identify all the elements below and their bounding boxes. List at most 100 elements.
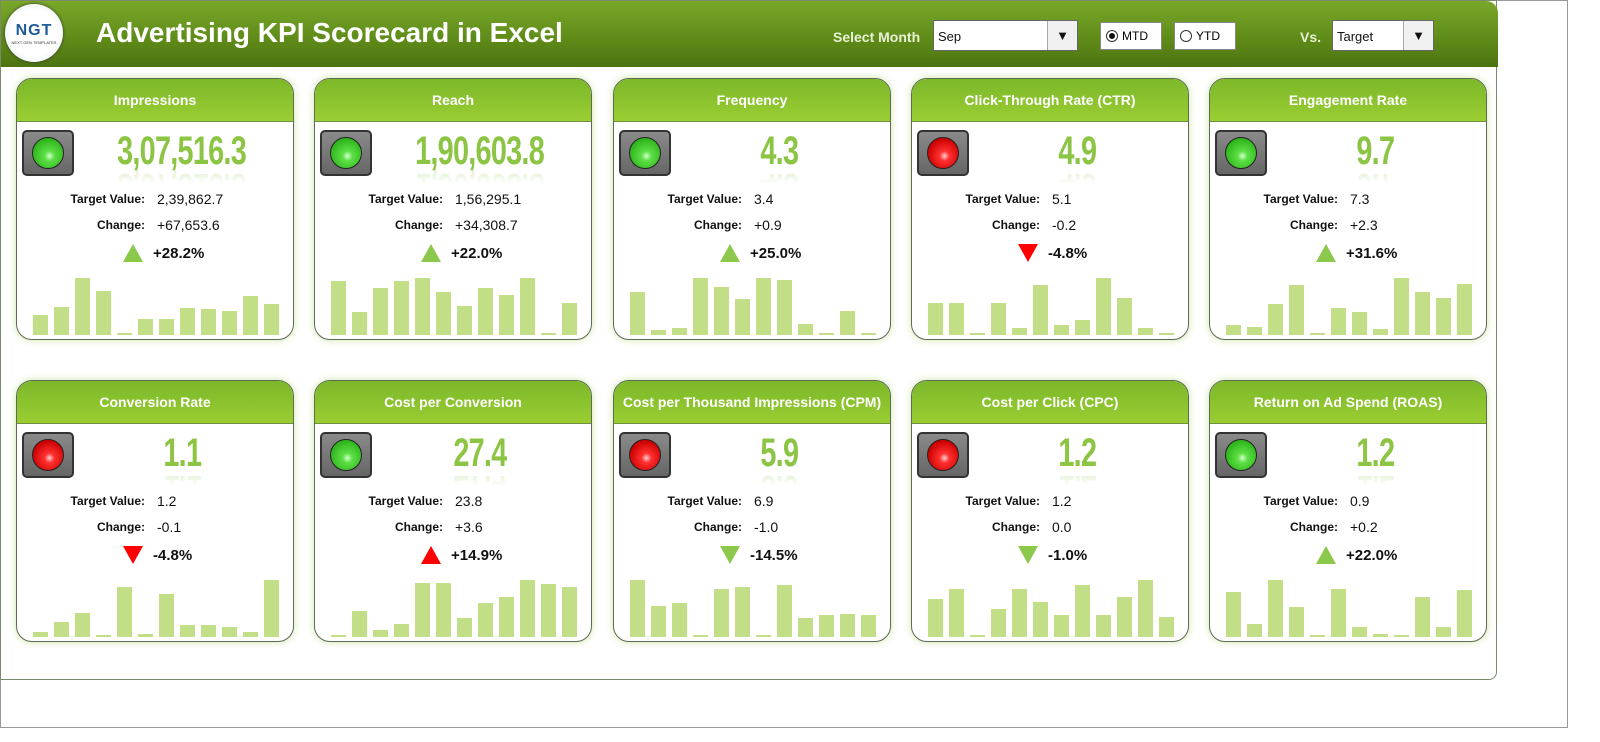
kpi-title: Frequency xyxy=(614,79,890,122)
change-percent: +31.6% xyxy=(1346,245,1398,262)
sparkline-bar xyxy=(1289,606,1304,637)
kpi-title: Return on Ad Spend (ROAS) xyxy=(1210,381,1486,424)
sparkline-bar xyxy=(1138,327,1153,335)
sparkline-bar xyxy=(1310,333,1325,335)
sparkline-bar xyxy=(1033,285,1048,335)
trend-sparkline xyxy=(33,577,279,637)
comparison-value: Target xyxy=(1337,29,1374,44)
sparkline-bar xyxy=(1436,626,1451,637)
target-value: 6.9 xyxy=(754,493,774,509)
kpi-value: 1.1 xyxy=(163,431,202,475)
kpi-card: Return on Ad Spend (ROAS) 1.2 Target Val… xyxy=(1209,380,1487,642)
sparkline-bar xyxy=(243,296,258,335)
sparkline-bar xyxy=(777,584,792,637)
red-light-icon xyxy=(927,137,959,169)
sparkline-bar xyxy=(1247,623,1262,637)
arrow-up-icon xyxy=(123,244,143,262)
sparkline-bar xyxy=(1415,597,1430,637)
sparkline-bar xyxy=(672,328,687,335)
kpi-value: 3,07,516.3 xyxy=(117,129,248,173)
kpi-value-wrap: 1.1 xyxy=(77,431,287,476)
sparkline-bar xyxy=(1289,284,1304,335)
change-value: -0.2 xyxy=(1052,217,1077,233)
trend-sparkline xyxy=(630,275,876,335)
arrow-up-icon xyxy=(1316,546,1336,564)
sparkline-bar xyxy=(1096,614,1111,637)
sparkline-bar xyxy=(840,311,855,335)
sparkline-bar xyxy=(478,602,493,637)
sparkline-bar xyxy=(1373,634,1388,637)
change-value: -0.1 xyxy=(157,519,182,535)
target-value: 3.4 xyxy=(754,191,774,207)
kpi-value: 1.2 xyxy=(1058,431,1097,475)
kpi-card: Reach 1,90,603.8 Target Value: 1,56,295.… xyxy=(314,78,592,340)
change-label: Change: xyxy=(395,218,443,232)
target-value: 2,39,862.7 xyxy=(157,191,224,207)
sparkline-bar xyxy=(180,308,195,335)
chevron-down-icon[interactable]: ▼ xyxy=(1047,21,1077,50)
sparkline-bar xyxy=(693,278,708,335)
target-label: Target Value: xyxy=(368,192,443,206)
kpi-value: 4.9 xyxy=(1058,129,1097,173)
header-bar: NGT NEXT GEN TEMPLATES Advertising KPI Sc… xyxy=(1,1,1498,67)
sparkline-bar xyxy=(1054,614,1069,637)
sparkline-bar xyxy=(201,625,216,637)
change-label: Change: xyxy=(992,520,1040,534)
change-label: Change: xyxy=(1290,218,1338,232)
change-label: Change: xyxy=(1290,520,1338,534)
sparkline-bar xyxy=(798,323,813,335)
sparkline-bar xyxy=(861,615,876,637)
sparkline-bar xyxy=(735,586,750,637)
ytd-radio[interactable]: YTD xyxy=(1174,22,1236,50)
sparkline-bar xyxy=(1331,589,1346,637)
sparkline-bar xyxy=(1012,589,1027,637)
kpi-title: Impressions xyxy=(17,79,293,122)
change-percent: -4.8% xyxy=(153,547,193,564)
arrow-up-icon xyxy=(1316,244,1336,262)
change-value: +2.3 xyxy=(1350,217,1378,233)
kpi-value: 9.7 xyxy=(1356,129,1395,173)
sparkline-bar xyxy=(117,333,132,335)
kpi-card: Frequency 4.3 Target Value: 3.4 Change: … xyxy=(613,78,891,340)
sparkline-bar xyxy=(840,614,855,637)
sparkline-bar xyxy=(394,624,409,637)
sparkline-bar xyxy=(96,291,111,335)
chevron-down-icon[interactable]: ▼ xyxy=(1403,21,1433,50)
kpi-value-wrap: 5.9 xyxy=(674,431,884,476)
change-value: +0.9 xyxy=(754,217,782,233)
arrow-up-icon xyxy=(720,244,740,262)
sparkline-bar xyxy=(1033,602,1048,637)
change-value: +3.6 xyxy=(455,519,483,535)
change-percent: -4.8% xyxy=(1048,245,1088,262)
target-label: Target Value: xyxy=(1263,494,1338,508)
trend-sparkline xyxy=(928,577,1174,637)
month-dropdown[interactable]: Sep ▼ xyxy=(933,20,1078,51)
sparkline-bar xyxy=(222,311,237,335)
green-light-icon xyxy=(330,439,362,471)
kpi-title: Reach xyxy=(315,79,591,122)
green-light-icon xyxy=(330,137,362,169)
sparkline-bar xyxy=(1159,617,1174,637)
sparkline-bar xyxy=(373,630,388,637)
mtd-label: MTD xyxy=(1122,29,1148,43)
sparkline-bar xyxy=(630,580,645,637)
change-label: Change: xyxy=(395,520,443,534)
red-light-icon xyxy=(927,439,959,471)
sparkline-bar xyxy=(562,586,577,637)
change-value: +67,653.6 xyxy=(157,217,220,233)
sparkline-bar xyxy=(1352,626,1367,637)
change-label: Change: xyxy=(694,520,742,534)
kpi-title: Conversion Rate xyxy=(17,381,293,424)
logo-subtext: NEXT GEN TEMPLATES xyxy=(11,39,57,45)
sparkline-bar xyxy=(1159,333,1174,335)
kpi-title: Cost per Click (CPC) xyxy=(912,381,1188,424)
logo-text: NGT xyxy=(15,21,53,39)
radio-selected-icon xyxy=(1106,30,1118,42)
sparkline-bar xyxy=(819,615,834,637)
comparison-dropdown[interactable]: Target ▼ xyxy=(1332,20,1434,51)
target-value: 0.9 xyxy=(1350,493,1370,509)
mtd-radio[interactable]: MTD xyxy=(1100,22,1162,50)
kpi-card: Click-Through Rate (CTR) 4.9 Target Valu… xyxy=(911,78,1189,340)
kpi-title: Cost per Conversion xyxy=(315,381,591,424)
sparkline-bar xyxy=(75,278,90,335)
